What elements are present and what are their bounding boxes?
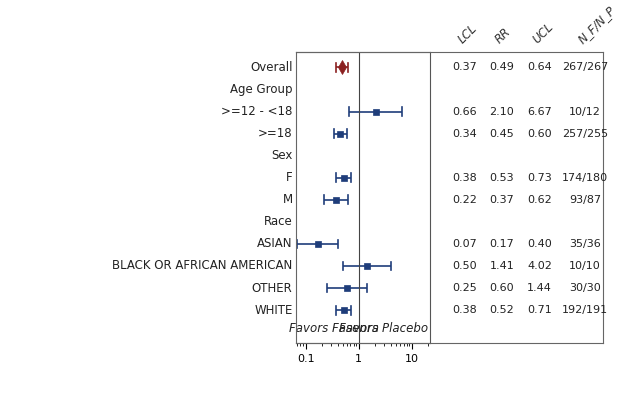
Text: OTHER: OTHER: [252, 282, 292, 295]
Text: 0.52: 0.52: [489, 305, 514, 315]
Text: 0.45: 0.45: [489, 129, 514, 139]
Text: 0.64: 0.64: [527, 62, 552, 72]
Text: 192/191: 192/191: [562, 305, 608, 315]
Text: 0.53: 0.53: [489, 173, 514, 183]
Text: 0.37: 0.37: [489, 195, 514, 205]
Text: 0.71: 0.71: [527, 305, 552, 315]
Text: >=18: >=18: [258, 127, 292, 140]
Text: WHITE: WHITE: [254, 304, 292, 317]
Text: N_F/N_P: N_F/N_P: [576, 3, 618, 46]
Text: 10/12: 10/12: [569, 106, 601, 116]
Text: Sex: Sex: [271, 149, 292, 162]
Text: 1.41: 1.41: [489, 261, 514, 271]
Text: 0.34: 0.34: [452, 129, 477, 139]
Text: 0.25: 0.25: [452, 283, 477, 293]
Text: 174/180: 174/180: [562, 173, 608, 183]
Text: 4.02: 4.02: [527, 261, 552, 271]
Text: LCL: LCL: [455, 22, 479, 46]
Text: 6.67: 6.67: [527, 106, 552, 116]
Text: 30/30: 30/30: [569, 283, 601, 293]
Text: 0.37: 0.37: [452, 62, 477, 72]
Text: Favors Placebo: Favors Placebo: [339, 322, 429, 335]
Text: 0.60: 0.60: [489, 283, 514, 293]
Text: 2.10: 2.10: [489, 106, 514, 116]
Text: 0.22: 0.22: [452, 195, 477, 205]
Text: UCL: UCL: [530, 20, 556, 46]
Text: Favors Fasenra: Favors Fasenra: [289, 322, 379, 335]
Text: 93/87: 93/87: [569, 195, 601, 205]
Text: 0.62: 0.62: [527, 195, 552, 205]
Text: ASIAN: ASIAN: [257, 238, 292, 250]
Text: 0.50: 0.50: [452, 261, 477, 271]
Text: 0.66: 0.66: [452, 106, 477, 116]
Text: 0.07: 0.07: [452, 239, 477, 249]
Text: 10/10: 10/10: [569, 261, 601, 271]
Text: 0.38: 0.38: [452, 173, 477, 183]
Text: 35/36: 35/36: [569, 239, 601, 249]
Text: RR: RR: [492, 25, 513, 46]
Text: 0.60: 0.60: [527, 129, 552, 139]
Text: 0.49: 0.49: [489, 62, 514, 72]
Text: >=12 - <18: >=12 - <18: [221, 105, 292, 118]
Text: 0.17: 0.17: [489, 239, 514, 249]
Text: 0.38: 0.38: [452, 305, 477, 315]
Text: Race: Race: [264, 215, 292, 228]
Text: Age Group: Age Group: [230, 83, 292, 96]
Text: BLACK OR AFRICAN AMERICAN: BLACK OR AFRICAN AMERICAN: [112, 260, 292, 272]
Text: M: M: [282, 193, 292, 206]
Text: Overall: Overall: [250, 61, 292, 74]
Text: F: F: [286, 171, 292, 184]
Text: 267/267: 267/267: [562, 62, 608, 72]
Text: 0.40: 0.40: [527, 239, 552, 249]
Text: 257/255: 257/255: [562, 129, 608, 139]
Text: 0.73: 0.73: [527, 173, 552, 183]
Text: 1.44: 1.44: [527, 283, 552, 293]
